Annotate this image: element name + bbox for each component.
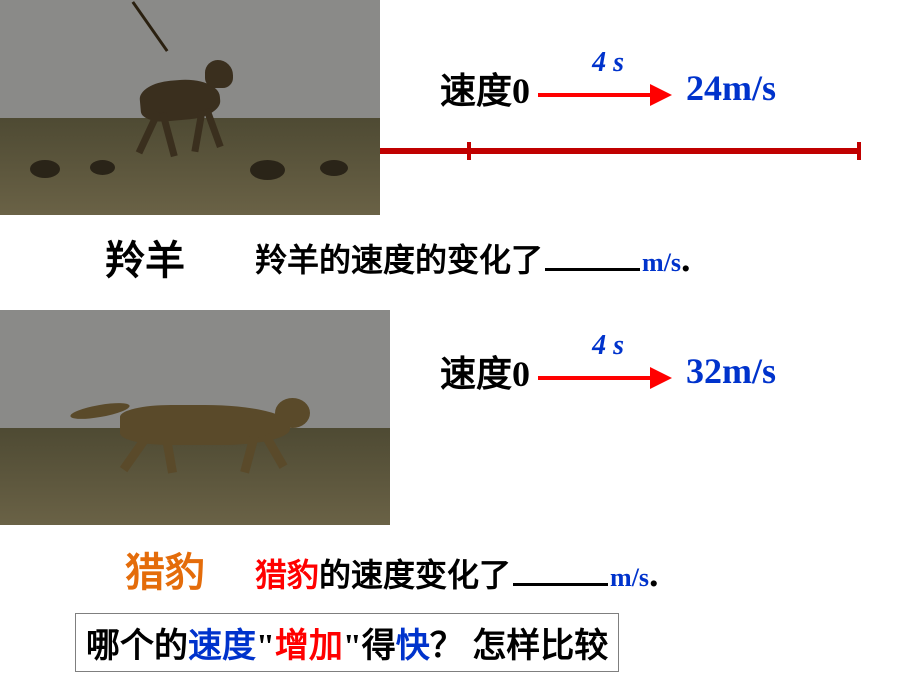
q-text: 得 bbox=[362, 628, 396, 665]
time-label: 4 s bbox=[538, 330, 678, 362]
blank-field bbox=[545, 268, 640, 271]
cheetah-speed-row: 速度0 4 s 32m/s bbox=[440, 345, 776, 397]
arrow-icon: 4 s bbox=[538, 346, 678, 396]
q-text: 哪个的 bbox=[86, 628, 188, 665]
unit-label: m/s bbox=[610, 563, 649, 592]
antelope-label: 羚羊 bbox=[105, 228, 185, 286]
cheetah-photo bbox=[0, 310, 390, 525]
sentence-prefix: 羚羊 bbox=[255, 242, 319, 278]
line-tick bbox=[857, 142, 861, 160]
initial-speed-label: 速度0 bbox=[440, 345, 530, 397]
final-speed: 24m/s bbox=[686, 67, 776, 109]
initial-speed-label: 速度0 bbox=[440, 62, 530, 114]
time-label: 4 s bbox=[538, 47, 678, 79]
q-text: 快 bbox=[396, 628, 430, 665]
sentence-mid: 的速度的变化了 bbox=[319, 242, 543, 278]
sentence-prefix: 猎豹 bbox=[255, 557, 319, 593]
sentence-mid: 的速度变化了 bbox=[319, 557, 511, 593]
antelope-sentence: 羚羊的速度的变化了 m/s. bbox=[255, 235, 691, 281]
q-text: 速度 bbox=[188, 628, 256, 665]
question-box: 哪个的速度"增加"得快？ 怎样比较 bbox=[75, 613, 619, 672]
line-tick bbox=[467, 142, 471, 160]
period: . bbox=[649, 553, 659, 595]
unit-label: m/s bbox=[642, 248, 681, 277]
antelope-photo bbox=[0, 0, 380, 215]
q-text: " bbox=[343, 628, 362, 665]
period: . bbox=[681, 238, 691, 280]
divider-line bbox=[380, 148, 860, 154]
arrow-icon: 4 s bbox=[538, 63, 678, 113]
blank-field bbox=[513, 583, 608, 586]
q-text: 增加 bbox=[275, 628, 343, 665]
q-text: ？ 怎样比较 bbox=[430, 628, 609, 665]
q-text: " bbox=[256, 628, 275, 665]
cheetah-label: 猎豹 bbox=[125, 540, 205, 598]
antelope-speed-row: 速度0 4 s 24m/s bbox=[440, 62, 776, 114]
cheetah-sentence: 猎豹的速度变化了 m/s. bbox=[255, 550, 659, 596]
final-speed: 32m/s bbox=[686, 350, 776, 392]
